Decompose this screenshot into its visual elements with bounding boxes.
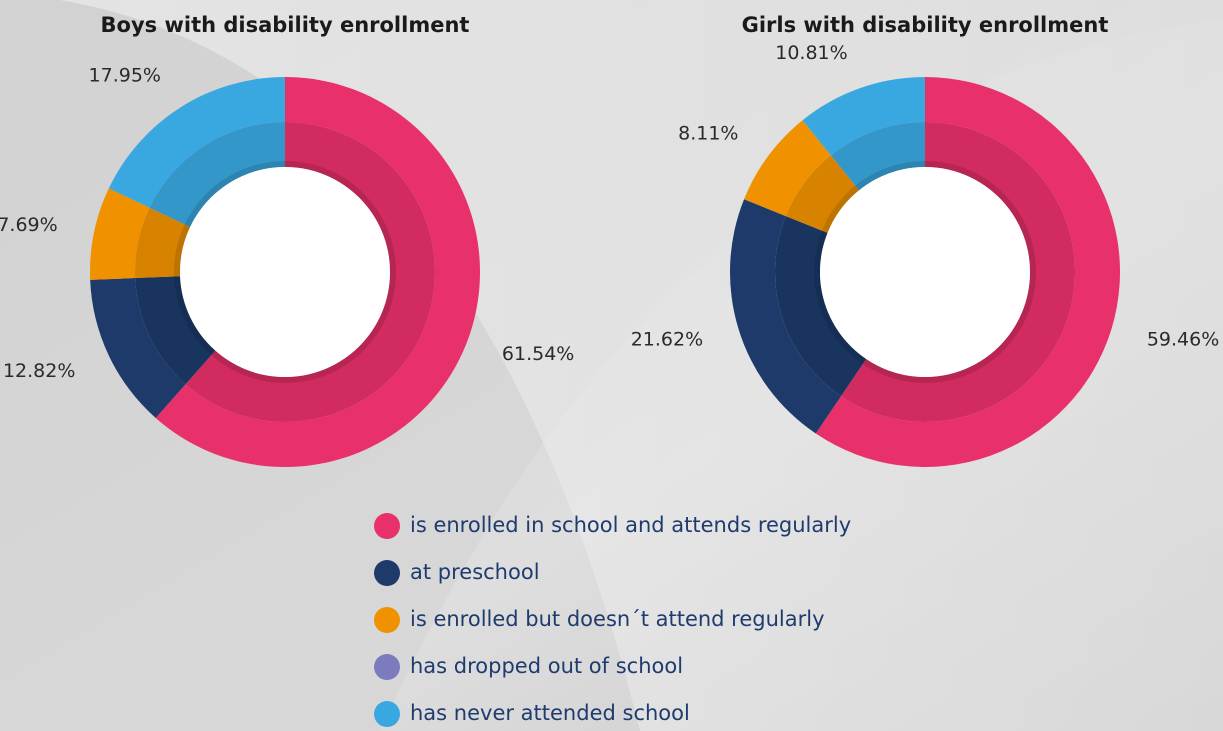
donut-slice <box>90 278 186 418</box>
legend-swatch <box>374 654 400 680</box>
data-label: 8.11% <box>678 123 738 145</box>
data-label: 59.46% <box>1147 328 1219 350</box>
donut-slice-inner <box>135 207 191 279</box>
donut-slice <box>815 76 1121 468</box>
donut-hole-shadow <box>814 161 1036 383</box>
data-label: 10.81% <box>775 42 847 64</box>
donut-slice <box>108 77 285 208</box>
donut-slice-inner <box>785 155 860 233</box>
legend-label: is enrolled but doesn´t attend regularly <box>410 607 825 631</box>
donut-slice-inner <box>775 216 867 397</box>
donut-hole <box>180 167 390 377</box>
legend-swatch <box>374 560 400 586</box>
data-label: 12.82% <box>3 360 75 382</box>
data-label: 61.54% <box>502 343 574 365</box>
donut-slice <box>155 77 480 467</box>
donut-slice-inner <box>185 122 435 423</box>
chart-title: Girls with disability enrollment <box>742 13 1109 37</box>
donut-slice <box>744 120 831 217</box>
legend-label: has dropped out of school <box>410 654 683 678</box>
donut-slice-inner <box>149 122 285 227</box>
donut-slice-inner <box>830 122 925 191</box>
data-label: 21.62% <box>631 328 703 350</box>
legend-label: is enrolled in school and attends regula… <box>410 513 851 537</box>
legend-swatch <box>374 607 400 633</box>
chart-title: Boys with disability enrollment <box>101 13 470 37</box>
legend-label: has never attended school <box>410 701 690 725</box>
donut-hole <box>820 167 1030 377</box>
data-label: 17.95% <box>89 64 161 86</box>
donut-slice <box>90 188 150 280</box>
legend-label: at preschool <box>410 560 540 584</box>
donut-slice-inner <box>840 122 1075 422</box>
donut-slice <box>802 77 925 156</box>
legend-swatch <box>374 701 400 727</box>
donut-slice-inner <box>135 276 216 385</box>
data-label: 7.69% <box>0 214 58 236</box>
legend-swatch <box>374 513 400 539</box>
donut-hole-shadow <box>174 161 396 383</box>
donut-slice <box>729 199 841 434</box>
